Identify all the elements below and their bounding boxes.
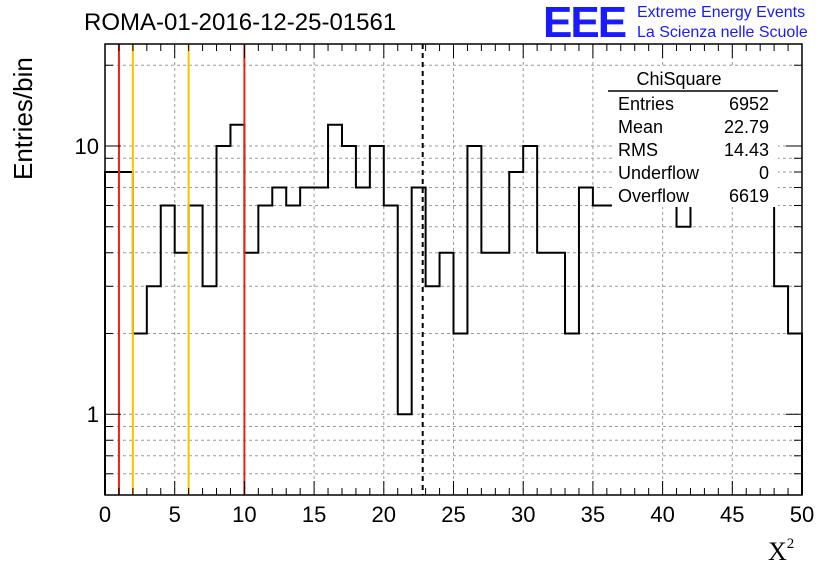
x-axis-label: X2 — [768, 536, 794, 567]
histogram-bin — [481, 253, 495, 495]
histogram-bin — [230, 125, 244, 495]
histogram-bin — [328, 125, 342, 495]
histogram-bin — [718, 206, 732, 495]
y-tick-label: 1 — [87, 402, 99, 427]
logo-mark: EEE — [543, 0, 627, 47]
stats-row-value: 0 — [759, 163, 769, 183]
histogram-bin — [356, 188, 370, 495]
histogram-bin — [133, 333, 147, 495]
logo-line-1: Extreme Energy Events — [637, 4, 806, 21]
histogram-bin — [774, 286, 788, 495]
histogram-bin — [272, 188, 286, 495]
histogram-bin — [203, 286, 217, 495]
x-tick-label: 5 — [169, 502, 181, 527]
histogram-bin — [286, 206, 300, 495]
eee-logo: EEE Extreme Energy Events La Scienza nel… — [543, 0, 833, 47]
y-axis-label: Entries/bin — [8, 57, 38, 180]
histogram-outline — [104, 123, 803, 495]
histogram-bin — [621, 206, 635, 495]
stats-row-value: 22.79 — [724, 117, 769, 137]
stats-row-label: RMS — [618, 140, 658, 160]
histogram-bin — [426, 286, 440, 495]
histogram-bin — [314, 188, 328, 495]
x-tick-label: 10 — [232, 502, 256, 527]
x-tick-label: 50 — [790, 502, 814, 527]
histogram-bin — [258, 206, 272, 495]
x-tick-label: 0 — [99, 502, 111, 527]
histogram-bin — [677, 227, 691, 495]
histogram-bin — [551, 253, 565, 495]
x-tick-label: 20 — [372, 502, 396, 527]
histogram-bin — [440, 253, 454, 495]
histogram-bin — [746, 158, 760, 495]
histogram-bin — [607, 206, 621, 495]
x-axis-label-sup: 2 — [786, 536, 795, 552]
stats-row-value: 14.43 — [724, 140, 769, 160]
histogram-bin — [704, 158, 718, 495]
histogram-bin — [454, 333, 468, 495]
histogram-bin — [217, 146, 231, 495]
histogram-bin — [467, 146, 481, 495]
histogram-bin — [509, 172, 523, 495]
stats-row-label: Overflow — [618, 186, 690, 206]
stats-row-value: 6619 — [729, 186, 769, 206]
x-tick-label: 35 — [581, 502, 605, 527]
x-tick-label: 15 — [302, 502, 326, 527]
y-tick-label: 10 — [75, 134, 99, 159]
x-axis-label-base: X — [768, 537, 787, 566]
histogram-bin — [579, 188, 593, 495]
stats-row-label: Mean — [618, 117, 663, 137]
histogram-bin — [537, 253, 551, 495]
histogram-bin — [161, 206, 175, 495]
chart-title: ROMA-01-2016-12-25-01561 — [84, 9, 397, 36]
histogram-bin — [523, 146, 537, 495]
x-tick-label: 25 — [441, 502, 465, 527]
histogram-bin — [175, 253, 189, 495]
histogram-bin — [398, 414, 412, 495]
stats-title: ChiSquare — [636, 69, 721, 89]
histogram-bin — [690, 206, 704, 495]
histogram-bin — [300, 188, 314, 495]
histogram-bin — [147, 286, 161, 495]
histogram-bin — [635, 158, 649, 495]
histogram-bin — [189, 206, 203, 495]
histogram-bin — [119, 172, 133, 495]
histogram-bin — [663, 188, 677, 495]
stats-row-label: Underflow — [618, 163, 700, 183]
histogram-bin — [649, 188, 663, 495]
histogram-bin — [495, 253, 509, 495]
histogram-bin — [760, 172, 774, 495]
stats-row-label: Entries — [618, 94, 674, 114]
x-tick-label: 45 — [720, 502, 744, 527]
histogram-bin — [342, 146, 356, 495]
histogram-bin — [244, 253, 258, 495]
logo-line-2: La Scienza nelle Scuole — [637, 24, 808, 41]
stats-row-value: 6952 — [729, 94, 769, 114]
histogram-bin — [565, 333, 579, 495]
histogram-bin — [732, 158, 746, 495]
histogram-bin — [384, 206, 398, 495]
histogram-bin — [370, 146, 384, 495]
histogram-bin — [593, 206, 607, 495]
x-tick-label: 40 — [650, 502, 674, 527]
x-tick-label: 30 — [511, 502, 535, 527]
